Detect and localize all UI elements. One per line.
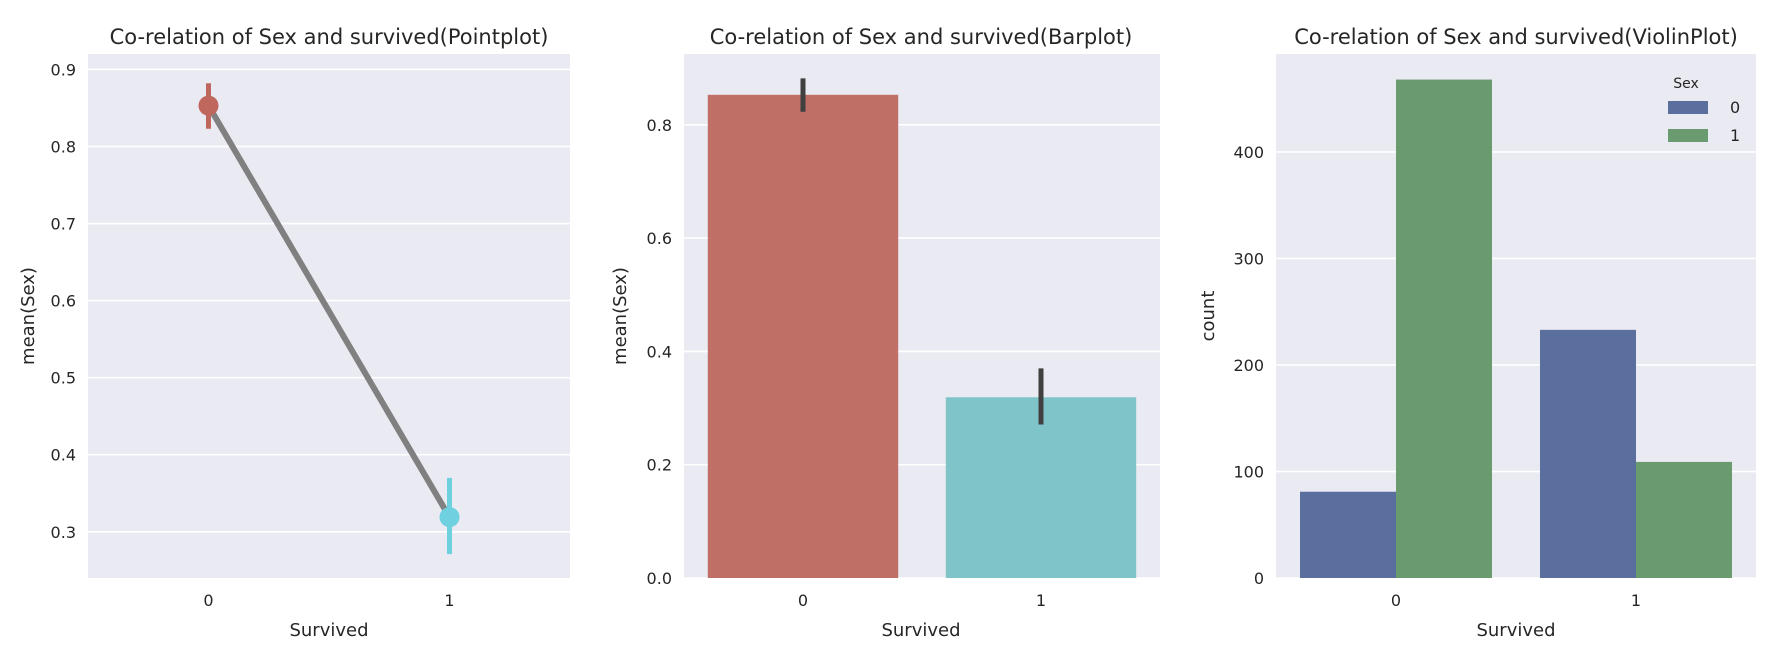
- y-axis-label: mean(Sex): [18, 267, 39, 365]
- x-tick-label: 1: [444, 591, 454, 610]
- y-tick-label: 0.2: [647, 456, 672, 475]
- legend-swatch-0: [1668, 101, 1708, 114]
- bar: [945, 397, 1137, 578]
- y-tick-label: 0.0: [647, 569, 672, 588]
- x-tick-label: 0: [798, 591, 808, 610]
- chart-title: Co-relation of Sex and survived(Pointplo…: [110, 25, 549, 49]
- y-tick-label: 0.6: [51, 292, 76, 311]
- y-tick-label: 0: [1254, 569, 1264, 588]
- y-tick-label: 0.8: [647, 116, 672, 135]
- y-axis-label: mean(Sex): [610, 267, 631, 365]
- data-marks: [1300, 79, 1732, 578]
- y-tick-label: 100: [1233, 462, 1264, 481]
- y-tick-label: 200: [1233, 356, 1264, 375]
- grid-lines: [88, 68, 570, 533]
- x-tick-label: 0: [1391, 591, 1401, 610]
- y-tick-label: 0.3: [51, 523, 76, 542]
- x-tick-label: 0: [203, 591, 213, 610]
- y-tick-label: 0.6: [647, 229, 672, 248]
- x-tick-label: 1: [1036, 591, 1046, 610]
- y-tick-label: 0.4: [51, 446, 76, 465]
- legend: Sex 0 1: [1668, 76, 1740, 145]
- bar: [707, 94, 899, 579]
- y-tick-label: 400: [1233, 143, 1264, 162]
- y-tick-label: 0.7: [51, 215, 76, 234]
- chart-title: Co-relation of Sex and survived(Barplot): [710, 25, 1133, 49]
- y-tick-label: 0.9: [51, 60, 76, 79]
- pointplot-panel: Co-relation of Sex and survived(Pointplo…: [18, 25, 570, 641]
- x-tick-label: 1: [1631, 591, 1641, 610]
- bar: [1636, 461, 1732, 578]
- legend-swatch-1: [1668, 129, 1708, 142]
- data-point: [198, 95, 219, 116]
- y-tick-label: 0.5: [51, 369, 76, 388]
- legend-label-0: 0: [1730, 98, 1740, 117]
- x-axis-label: Survived: [1476, 620, 1555, 641]
- y-tick-labels: 0.3 0.4 0.5 0.6 0.7 0.8 0.9: [51, 60, 76, 541]
- y-tick-labels: 0.0 0.2 0.4 0.6 0.8: [647, 116, 672, 588]
- chart-title: Co-relation of Sex and survived(ViolinPl…: [1294, 25, 1738, 49]
- y-tick-label: 300: [1233, 249, 1264, 268]
- y-tick-label: 0.4: [647, 342, 672, 361]
- bar: [1396, 79, 1492, 578]
- barplot-panel: Co-relation of Sex and survived(Barplot)…: [610, 25, 1160, 641]
- bar: [1540, 329, 1636, 578]
- x-axis-label: Survived: [289, 620, 368, 641]
- y-tick-labels: 0 100 200 300 400: [1233, 143, 1264, 588]
- series-line: [205, 102, 453, 521]
- data-point: [439, 507, 460, 528]
- legend-title: Sex: [1673, 76, 1699, 92]
- data-marks: [198, 83, 460, 555]
- x-axis-label: Survived: [881, 620, 960, 641]
- legend-label-1: 1: [1730, 126, 1740, 145]
- y-axis-label: count: [1198, 291, 1219, 342]
- countplot-panel: Co-relation of Sex and survived(ViolinPl…: [1198, 25, 1756, 641]
- bar: [1300, 491, 1396, 578]
- y-tick-label: 0.8: [51, 137, 76, 156]
- data-marks: [707, 78, 1137, 579]
